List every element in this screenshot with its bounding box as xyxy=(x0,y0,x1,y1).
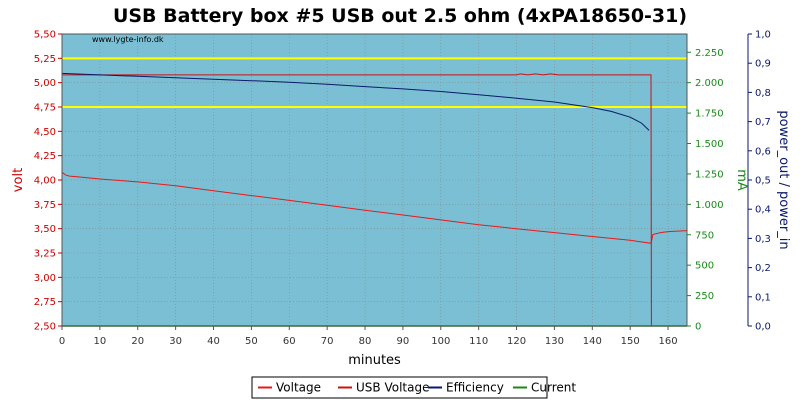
right-ma-tick-label: 1.750 xyxy=(695,109,724,120)
x-tick-label: 120 xyxy=(507,336,526,347)
x-tick-label: 70 xyxy=(321,336,334,347)
left-tick-label: 2,75 xyxy=(34,297,56,308)
x-axis-label: minutes xyxy=(348,353,401,368)
right-ma-tick-label: 1.000 xyxy=(695,200,724,211)
y-axis-label-right-power: power_out / power_in xyxy=(776,110,791,249)
right-power-tick-label: 0,7 xyxy=(755,117,771,128)
series-efficiency-line xyxy=(61,72,650,131)
x-tick-label: 60 xyxy=(283,336,296,347)
right-power-tick-label: 0,3 xyxy=(755,234,771,245)
legend-label-efficiency: Efficiency xyxy=(446,381,504,395)
right-ma-tick-label: 2.000 xyxy=(695,78,724,89)
x-tick-label: 80 xyxy=(359,336,372,347)
x-tick-label: 10 xyxy=(94,336,107,347)
legend-box xyxy=(251,376,548,399)
legend-label-voltage: Voltage xyxy=(276,381,321,395)
left-tick-label: 5,25 xyxy=(34,54,56,65)
left-tick-label: 3,75 xyxy=(34,200,56,211)
right-power-tick-label: 0,1 xyxy=(755,292,771,303)
right-power-tick-label: 0,6 xyxy=(755,146,771,157)
x-tick-label: 110 xyxy=(469,336,488,347)
x-tick-label: 20 xyxy=(131,336,144,347)
x-tick-label: 0 xyxy=(59,336,65,347)
right-ma-tick-label: 2.250 xyxy=(695,48,724,59)
right-ma-tick-label: 750 xyxy=(695,230,714,241)
x-tick-label: 150 xyxy=(621,336,640,347)
x-tick-label: 160 xyxy=(659,336,678,347)
axes-group: 0 10 20 30 40 50 60 70 80 90 100 110 120 130 140 150 160… xyxy=(34,30,771,348)
x-tick-label: 30 xyxy=(169,336,182,347)
series-usb-voltage-line xyxy=(62,73,687,327)
legend: Voltage USB Voltage Efficiency Current xyxy=(251,376,576,399)
right-power-tick-label: 0,2 xyxy=(755,263,771,274)
right-power-tick-label: 0,4 xyxy=(755,205,771,216)
right-power-tick-label: 0,5 xyxy=(755,176,771,187)
right-power-tick-label: 0,8 xyxy=(755,88,771,99)
left-tick-label: 3,25 xyxy=(34,249,56,260)
watermark: www.lygte-info.dk xyxy=(92,35,164,44)
left-tick-label: 4,00 xyxy=(34,176,56,187)
x-tick-label: 90 xyxy=(397,336,410,347)
right-power-tick-label: 0,9 xyxy=(755,59,771,70)
right-ma-tick-label: 500 xyxy=(695,261,714,272)
right-ma-tick-label: 250 xyxy=(695,291,714,302)
left-tick-label: 3,00 xyxy=(34,273,56,284)
y-axis-label-right-ma: mA xyxy=(734,169,749,191)
right-power-tick-label: 1,0 xyxy=(755,30,771,41)
legend-label-usb-voltage: USB Voltage xyxy=(356,381,429,395)
x-tick-label: 50 xyxy=(245,336,258,347)
reference-lines xyxy=(62,57,687,108)
x-tick-label: 40 xyxy=(207,336,220,347)
left-tick-label: 5,50 xyxy=(34,30,56,41)
x-tick-label: 100 xyxy=(431,336,450,347)
left-tick-label: 3,50 xyxy=(34,224,56,235)
left-tick-label: 2,50 xyxy=(34,322,56,333)
left-tick-label: 5,00 xyxy=(34,78,56,89)
legend-label-current: Current xyxy=(531,381,576,395)
x-tick-label: 140 xyxy=(583,336,602,347)
right-ma-tick-label: 0 xyxy=(695,322,701,333)
right-power-tick-label: 0,0 xyxy=(755,322,771,333)
x-tick-label: 130 xyxy=(545,336,564,347)
left-tick-label: 4,75 xyxy=(34,103,56,114)
right-ma-tick-label: 1.250 xyxy=(695,169,724,180)
chart-title: USB Battery box #5 USB out 2.5 ohm (4xPA… xyxy=(113,5,687,27)
left-tick-label: 4,25 xyxy=(34,151,56,162)
left-tick-label: 4,50 xyxy=(34,127,56,138)
y-axis-label-left: volt xyxy=(11,168,26,192)
right-ma-tick-label: 1.500 xyxy=(695,139,724,150)
